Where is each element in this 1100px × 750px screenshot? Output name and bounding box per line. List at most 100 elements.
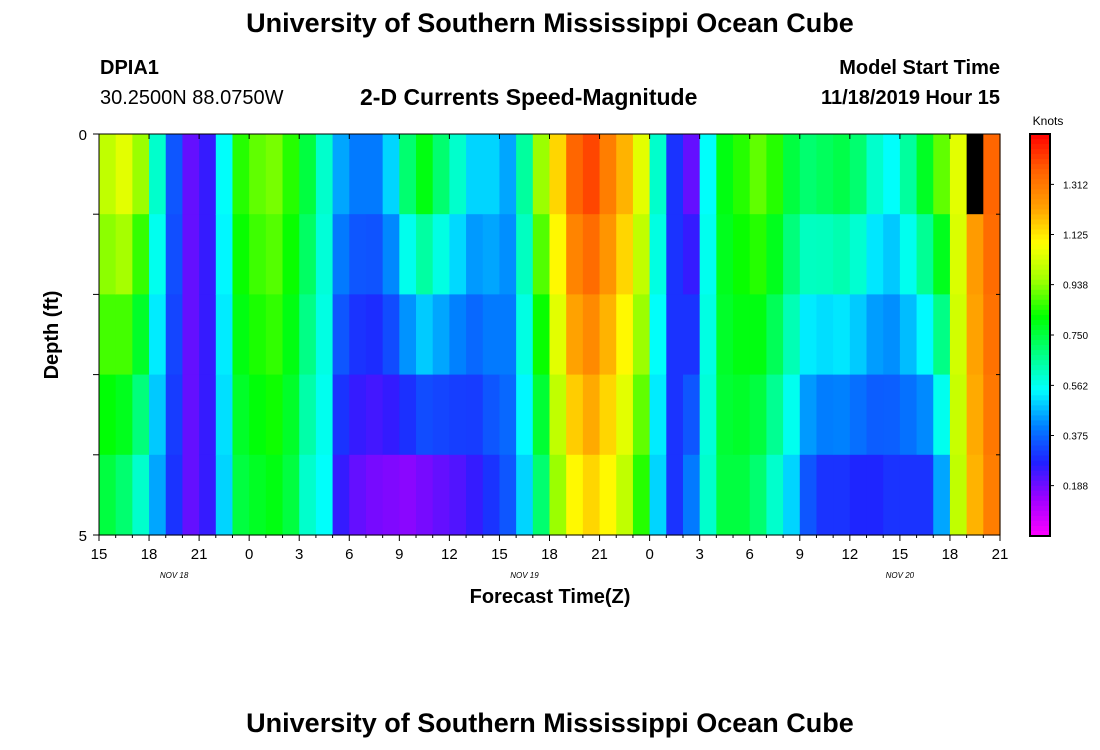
colorbar-step	[1030, 209, 1050, 216]
heatmap-cell	[833, 294, 851, 376]
heatmap-cell	[916, 294, 934, 376]
heatmap-cell	[582, 294, 601, 376]
heatmap-cell	[265, 214, 284, 295]
heatmap-cell	[949, 134, 968, 215]
heatmap-cell	[799, 134, 818, 215]
colorbar-step	[1030, 355, 1050, 361]
colorbar-step	[1030, 244, 1050, 251]
colorbar-step	[1030, 465, 1050, 472]
heatmap-cell	[165, 294, 184, 376]
heatmap-cell	[933, 214, 951, 295]
colorbar-step	[1030, 515, 1050, 522]
heatmap-cell	[282, 374, 300, 456]
x-tick-label: 21	[191, 546, 208, 563]
heatmap-cell	[816, 294, 834, 376]
heatmap-cell	[132, 134, 150, 215]
colorbar-tick-label: 0.188	[1063, 482, 1088, 493]
heatmap-cell	[933, 454, 951, 536]
colorbar-step	[1030, 420, 1050, 427]
date-label: NOV 20	[886, 571, 915, 580]
heatmap-cell	[666, 294, 684, 376]
heatmap-cell	[883, 454, 901, 536]
heatmap-cell	[199, 374, 217, 456]
heatmap-cell	[399, 454, 417, 536]
colorbar-step	[1030, 184, 1050, 190]
colorbar-step	[1030, 490, 1050, 497]
heatmap-cell	[866, 374, 884, 456]
heatmap-cell	[132, 454, 150, 536]
colorbar-step	[1030, 254, 1050, 261]
heatmap-cell	[983, 134, 1001, 215]
heatmap-cell	[666, 214, 684, 295]
heatmap-cell	[799, 374, 818, 456]
heatmap-cell	[983, 294, 1001, 376]
colorbar-step	[1030, 460, 1050, 467]
heatmap-cell	[599, 214, 617, 295]
heatmap-cell	[232, 294, 250, 376]
colorbar-step	[1030, 475, 1050, 482]
heatmap-cell	[299, 454, 317, 536]
heatmap-cell	[599, 134, 617, 215]
colorbar-step	[1030, 199, 1050, 205]
heatmap-cell	[432, 294, 450, 376]
heatmap-cell	[716, 134, 734, 215]
colorbar-step	[1030, 450, 1050, 457]
heatmap-cell	[566, 294, 584, 376]
heatmap-cell	[349, 454, 367, 536]
heatmap-cell	[349, 374, 367, 456]
colorbar-step	[1030, 360, 1050, 366]
heatmap-cell	[716, 374, 734, 456]
heatmap-cell	[432, 374, 450, 456]
heatmap-cell	[416, 134, 434, 215]
heatmap-cell	[249, 134, 267, 215]
x-tick-label: 21	[992, 546, 1009, 563]
heatmap-cell	[466, 374, 484, 456]
heatmap-cell	[666, 374, 684, 456]
colorbar-step	[1030, 174, 1050, 180]
heatmap-cell	[632, 294, 651, 376]
colorbar-step	[1030, 134, 1050, 140]
heatmap-cell	[99, 214, 117, 295]
heatmap-cell	[733, 214, 751, 295]
heatmap-cell	[716, 214, 734, 295]
heatmap-cell	[699, 454, 717, 536]
heatmap-cell	[516, 374, 534, 456]
heatmap-cell	[365, 454, 384, 536]
heatmap-cell	[566, 214, 584, 295]
heatmap-cell	[482, 134, 501, 215]
x-tick-label: 9	[796, 546, 804, 563]
heatmap-cell	[215, 374, 234, 456]
x-tick-label: 3	[295, 546, 303, 563]
heatmap-cell	[966, 374, 984, 456]
heatmap-cell	[849, 454, 868, 536]
heatmap-cell	[783, 214, 801, 295]
x-tick-label: 12	[841, 546, 858, 563]
x-tick-label: 3	[695, 546, 703, 563]
colorbar-step	[1030, 269, 1050, 276]
heatmap-cell	[99, 134, 117, 215]
heatmap-cell	[649, 374, 667, 456]
colorbar-step	[1030, 530, 1050, 537]
colorbar-step	[1030, 259, 1050, 266]
heatmap-cell	[632, 374, 651, 456]
colorbar-step	[1030, 144, 1050, 150]
heatmap-cell	[282, 294, 300, 376]
y-tick-label: 0	[79, 127, 87, 144]
heatmap-cell	[449, 454, 467, 536]
heatmap-cell	[199, 134, 217, 215]
colorbar-step	[1030, 154, 1050, 160]
colorbar-step	[1030, 299, 1050, 306]
colorbar-step	[1030, 480, 1050, 487]
heatmap-cell	[499, 214, 517, 295]
heatmap-cell	[215, 454, 234, 536]
heatmap-cell	[632, 454, 651, 536]
colorbar-step	[1030, 249, 1050, 256]
heatmap-cell	[466, 134, 484, 215]
colorbar-step	[1030, 370, 1050, 376]
heatmap-cell	[582, 214, 601, 295]
colorbar-tick-label: 0.562	[1063, 381, 1088, 392]
colorbar-step	[1030, 350, 1050, 356]
colorbar-step	[1030, 345, 1050, 351]
x-tick-label: 18	[942, 546, 959, 563]
footer-title: University of Southern Mississippi Ocean…	[246, 708, 854, 738]
